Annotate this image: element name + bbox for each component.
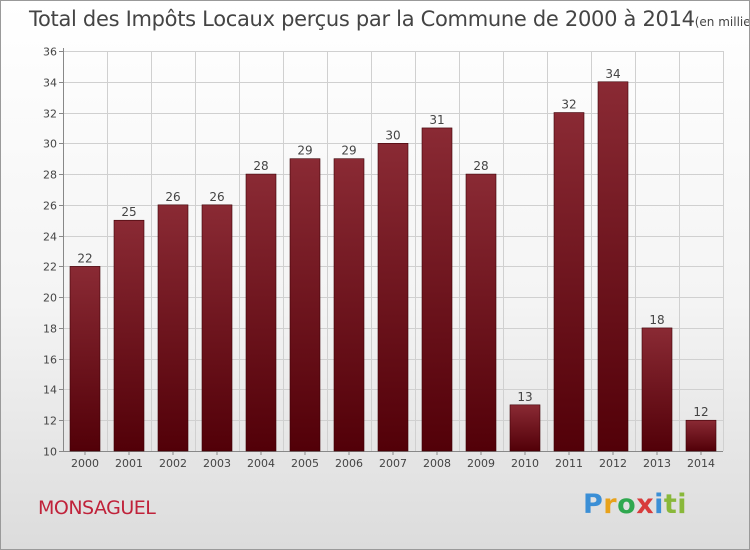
axes — [59, 48, 723, 455]
title-text: Total des Impôts Locaux perçus par la Co… — [29, 7, 695, 31]
data-label: 29 — [341, 144, 356, 158]
x-tick-label: 2002 — [159, 457, 187, 470]
data-label: 29 — [297, 144, 312, 158]
data-label: 32 — [561, 98, 576, 112]
bar — [157, 204, 189, 452]
data-label: 26 — [209, 190, 224, 204]
proxiti-logo: Proxiti — [583, 489, 687, 520]
x-tick-label: 2008 — [423, 457, 451, 470]
logo-letter: i — [654, 489, 664, 520]
y-tick-label: 22 — [43, 261, 57, 274]
x-tick-label: 2003 — [203, 457, 231, 470]
x-tick-label: 2006 — [335, 457, 363, 470]
bar — [69, 266, 101, 452]
y-tick-label: 16 — [43, 354, 57, 367]
x-tick-label: 2014 — [687, 457, 715, 470]
y-tick-label: 34 — [43, 77, 57, 90]
data-labels: 22 25 26 26 28 29 29 30 31 28 13 32 34 18 12 — [77, 67, 708, 419]
x-tick-label: 2005 — [291, 457, 319, 470]
x-tick-label: 2001 — [115, 457, 143, 470]
logo-letter: x — [636, 489, 655, 520]
y-tick-label: 18 — [43, 323, 57, 336]
y-tick-label: 20 — [43, 292, 57, 305]
y-tick-label: 36 — [43, 46, 57, 59]
data-label: 13 — [517, 390, 532, 404]
x-tick-label: 2007 — [379, 457, 407, 470]
y-tick-label: 12 — [43, 415, 57, 428]
data-label: 18 — [649, 313, 664, 327]
bars — [69, 81, 717, 452]
y-tick-label: 30 — [43, 138, 57, 151]
x-tick-label: 2004 — [247, 457, 275, 470]
data-label: 28 — [473, 159, 488, 173]
unit-label: (en milliers d'€) — [694, 15, 750, 29]
bar — [641, 327, 673, 452]
bar — [245, 173, 277, 452]
bar — [509, 404, 541, 452]
y-tick-label: 14 — [43, 384, 57, 397]
data-label: 26 — [165, 190, 180, 204]
bar — [113, 219, 145, 452]
bar — [333, 158, 365, 452]
x-tick-labels: 2000 2001 2002 2003 2004 2005 2006 2007 2008 2009… — [71, 457, 715, 470]
y-tick-label: 24 — [43, 231, 57, 244]
x-tick-label: 2009 — [467, 457, 495, 470]
bar — [553, 112, 585, 452]
bar — [421, 127, 453, 452]
y-tick-label: 26 — [43, 200, 57, 213]
data-label: 31 — [429, 113, 444, 127]
logo-letter: r — [603, 489, 618, 520]
commune-name: MONSAGUEL — [38, 497, 156, 519]
bar — [465, 173, 497, 452]
bar — [201, 204, 233, 452]
x-tick-label: 2011 — [555, 457, 583, 470]
bar — [597, 81, 629, 452]
bar — [685, 419, 717, 452]
data-label: 28 — [253, 159, 268, 173]
logo-letter: o — [617, 489, 637, 520]
logo-letter: ti — [663, 489, 688, 520]
data-label: 30 — [385, 128, 400, 142]
data-label: 12 — [693, 405, 708, 419]
data-label: 22 — [77, 251, 92, 265]
y-tick-label: 10 — [43, 446, 57, 459]
y-tick-labels: 10 12 14 16 18 20 22 24 26 28 30 32 34 36 — [43, 46, 57, 459]
bar — [377, 143, 409, 452]
bar — [289, 158, 321, 452]
x-tick-label: 2000 — [71, 457, 99, 470]
chart-title: Total des Impôts Locaux perçus par la Co… — [29, 7, 750, 31]
x-tick-label: 2013 — [643, 457, 671, 470]
y-tick-label: 28 — [43, 169, 57, 182]
y-tick-label: 32 — [43, 108, 57, 121]
logo-letter: P — [583, 489, 604, 520]
data-label: 34 — [605, 67, 620, 81]
data-label: 25 — [121, 205, 136, 219]
x-tick-label: 2012 — [599, 457, 627, 470]
x-tick-label: 2010 — [511, 457, 539, 470]
